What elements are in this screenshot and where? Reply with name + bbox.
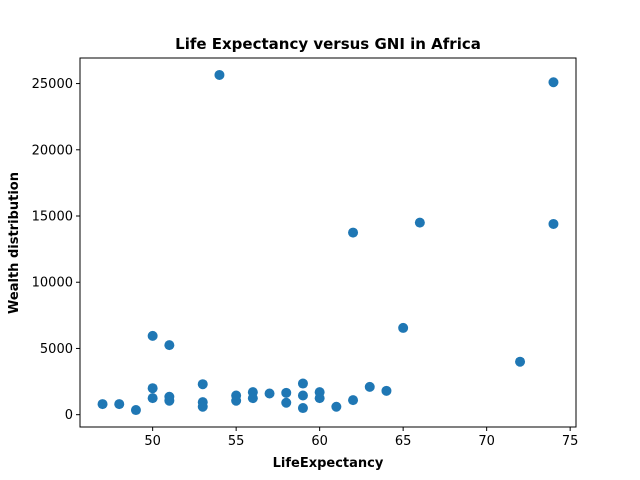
data-point <box>247 393 258 404</box>
data-point <box>197 379 208 390</box>
plot-frame <box>79 57 577 428</box>
data-point <box>398 322 409 333</box>
x-tick-label: 65 <box>395 434 412 449</box>
data-point <box>147 330 158 341</box>
data-point <box>515 356 526 367</box>
data-point <box>331 401 342 412</box>
y-tick-label: 15000 <box>32 210 73 225</box>
data-point <box>297 403 308 414</box>
data-point <box>114 399 125 410</box>
x-tick-label: 75 <box>562 434 579 449</box>
data-point <box>548 218 559 229</box>
data-point <box>164 395 175 406</box>
x-axis-label: LifeExpectancy <box>273 456 384 471</box>
x-axis: 50 55 60 65 70 75 <box>144 427 578 449</box>
y-axis-label: Wealth distribution <box>7 172 22 314</box>
y-tick-label: 5000 <box>40 342 73 357</box>
x-tick-label: 50 <box>144 434 161 449</box>
data-point <box>297 378 308 389</box>
data-point <box>214 69 225 80</box>
y-axis: 0 5000 10000 15000 20000 25000 <box>32 77 80 423</box>
data-point <box>97 399 108 410</box>
data-point <box>297 390 308 401</box>
x-tick-label: 70 <box>478 434 495 449</box>
data-point <box>381 385 392 396</box>
data-point <box>147 383 158 394</box>
data-point <box>231 395 242 406</box>
data-point <box>314 393 325 404</box>
data-point <box>197 401 208 412</box>
x-tick-label: 55 <box>228 434 245 449</box>
data-point <box>364 381 375 392</box>
y-tick-label: 20000 <box>32 143 73 158</box>
data-point <box>281 397 292 408</box>
data-point <box>414 217 425 228</box>
data-point <box>348 395 359 406</box>
points-layer <box>97 69 559 416</box>
data-point <box>548 77 559 88</box>
data-point <box>130 405 141 416</box>
y-tick-label: 0 <box>65 408 73 423</box>
data-point <box>147 393 158 404</box>
data-point <box>348 227 359 238</box>
data-point <box>164 340 175 351</box>
chart-title: Life Expectancy versus GNI in Africa <box>175 35 481 53</box>
y-tick-label: 10000 <box>32 276 73 291</box>
x-tick-label: 60 <box>311 434 328 449</box>
y-tick-label: 25000 <box>32 77 73 92</box>
data-point <box>281 387 292 398</box>
data-point <box>264 388 275 399</box>
